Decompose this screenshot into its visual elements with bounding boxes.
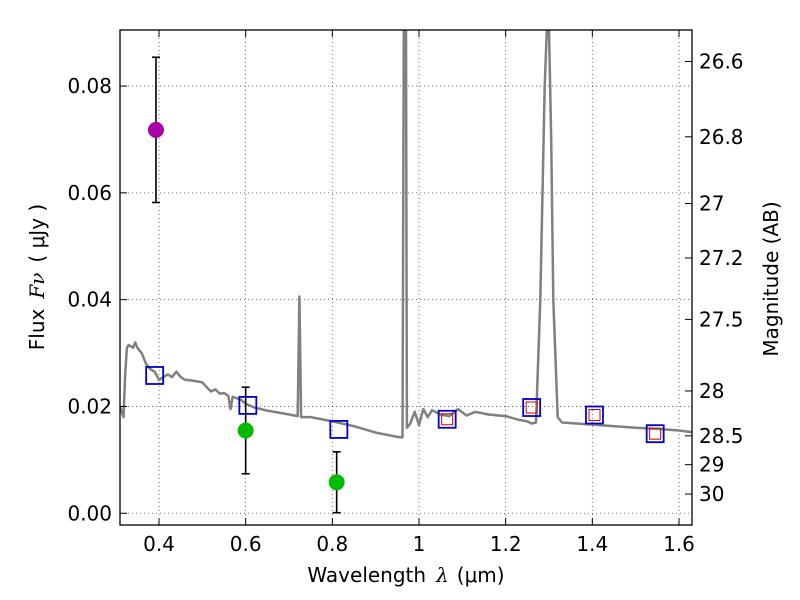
sed-model-line: [120, 30, 692, 439]
y-tick-label: 0.08: [67, 74, 112, 98]
mag-tick-label: 26.8: [699, 125, 744, 149]
x-tick-label: 0.6: [230, 532, 262, 556]
mag-tick-label: 30: [699, 482, 724, 506]
clipped-series: [120, 30, 692, 444]
y-tick-label: 0.04: [67, 288, 112, 312]
detection-point: [237, 422, 254, 439]
x-tick-label: 0.4: [143, 532, 175, 556]
mag-tick-label: 27: [699, 192, 724, 216]
x-tick-label: 1.6: [663, 532, 695, 556]
mag-tick-label: 28.5: [699, 424, 744, 448]
model-band-square: [645, 424, 665, 444]
model-band-square: [329, 420, 349, 439]
model-band-square: [437, 409, 457, 429]
plot-data: [120, 30, 692, 514]
model-band-square: [238, 395, 258, 415]
model-band-square: [522, 398, 542, 417]
y-tick-label: 0.00: [67, 501, 112, 525]
x-tick-label: 1.2: [490, 532, 522, 556]
x-tick-label: 0.8: [316, 532, 348, 556]
y-axis-label: FluxFν( μJy ): [25, 204, 49, 350]
y-tick-label: 0.06: [67, 181, 112, 205]
model-band-red-square: [649, 427, 662, 440]
y-tick-label: 0.02: [67, 394, 112, 418]
plot-frame: [119, 29, 693, 526]
model-band-square: [585, 405, 604, 425]
mag-tick-label: 27.5: [699, 307, 744, 331]
mag-tick-label: 29: [699, 453, 724, 477]
mag-tick-label: 26.6: [699, 50, 744, 74]
axes: 0.4 0.6 0.8 1 1.2 1.4 1.6 0.00 0.02 0.04 0.06 0.08 2…: [67, 29, 744, 556]
model-band-square: [145, 366, 165, 385]
y2-axis-label: Magnitude (AB): [759, 201, 783, 356]
detection-point: [147, 121, 164, 138]
mag-tick-label: 27.2: [699, 246, 744, 270]
x-tick-label: 1.4: [576, 532, 608, 556]
x-axis-label: Wavelength λ (μm): [307, 563, 504, 587]
detection-point: [328, 474, 345, 491]
model-band-red-square: [588, 409, 601, 421]
model-band-red-square: [525, 401, 538, 414]
x-tick-label: 1: [413, 532, 426, 556]
mag-tick-label: 28: [699, 379, 724, 403]
model-band-red-square: [441, 413, 454, 426]
